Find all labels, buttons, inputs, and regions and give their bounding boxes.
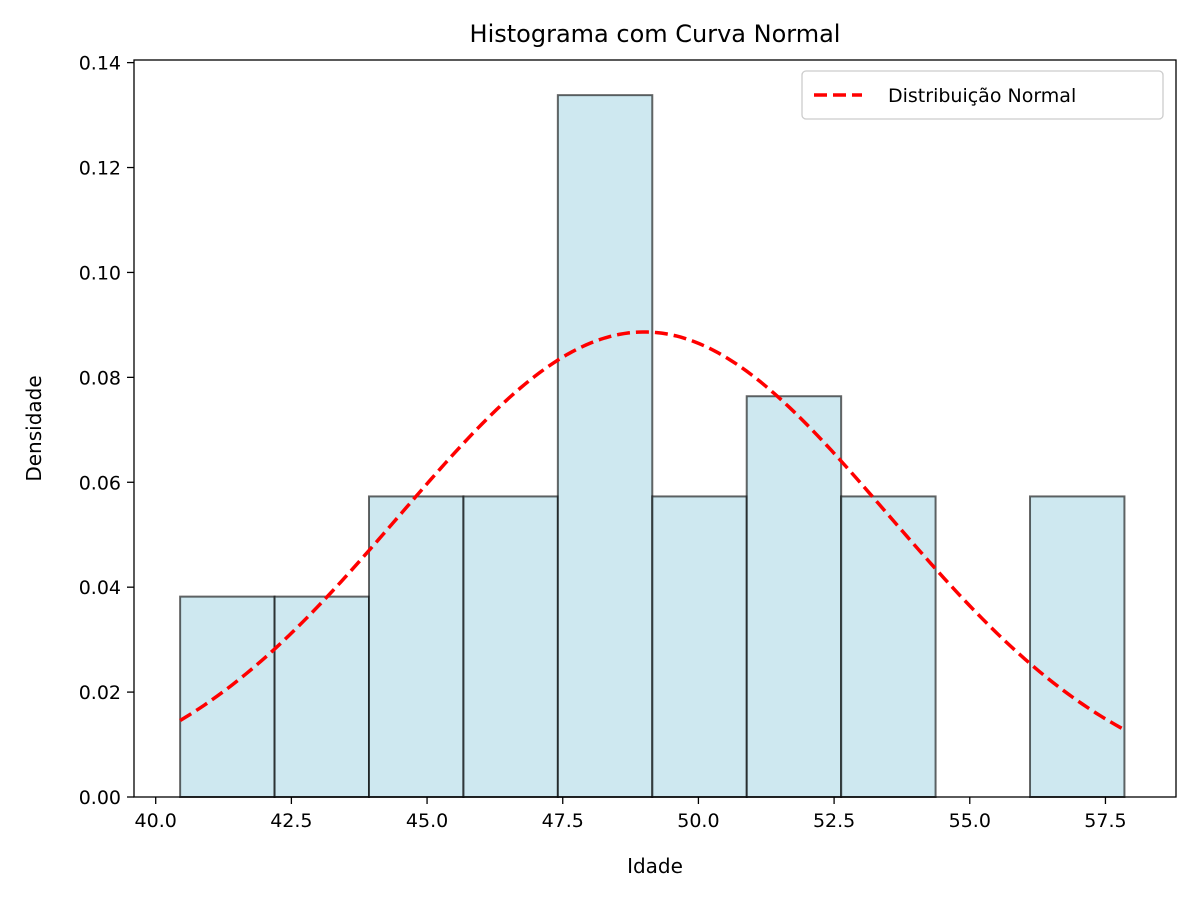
x-tick-label: 57.5	[1084, 810, 1126, 832]
x-tick-label: 42.5	[270, 810, 312, 832]
y-tick-label: 0.04	[79, 577, 121, 599]
axes-frame	[133, 59, 1177, 798]
normal-distribution-curve	[179, 330, 1126, 732]
y-tick-label: 0.08	[79, 367, 121, 389]
x-tick-label: 52.5	[813, 810, 855, 832]
y-axis-label: Densidade	[22, 375, 46, 481]
histogram-bar	[179, 595, 276, 798]
y-tick-label: 0.14	[79, 53, 121, 75]
x-tick-label: 40.0	[135, 810, 177, 832]
legend-label: Distribuição Normal	[888, 85, 1076, 107]
y-tick-label: 0.12	[79, 158, 121, 180]
x-axis-label: Idade	[627, 854, 683, 878]
y-tick-label: 0.06	[79, 472, 121, 494]
y-axis-ticks: 0.00 0.02 0.04 0.06 0.08 0.10 0.12 0.14	[79, 53, 134, 809]
y-tick-label: 0.00	[79, 787, 121, 809]
legend-box	[801, 70, 1164, 120]
y-tick-label: 0.10	[79, 262, 121, 284]
x-tick-label: 47.5	[542, 810, 584, 832]
histogram-bar	[462, 495, 559, 798]
histogram-bar	[273, 595, 370, 798]
histogram-bar	[745, 395, 843, 798]
histogram-bar	[840, 495, 937, 798]
histogram-bar	[556, 94, 654, 798]
histogram-bars	[179, 94, 1126, 798]
x-tick-label: 50.0	[677, 810, 719, 832]
histogram-bar	[651, 495, 748, 798]
histogram-bar	[367, 495, 465, 798]
histogram-bar	[1029, 495, 1126, 798]
x-tick-label: 45.0	[406, 810, 448, 832]
y-tick-label: 0.02	[79, 682, 121, 704]
x-tick-label: 55.0	[949, 810, 991, 832]
legend: Distribuição Normal	[801, 70, 1164, 120]
normal-curve-layer	[179, 330, 1126, 732]
chart-title: Histograma com Curva Normal	[470, 20, 841, 48]
x-axis-ticks: 40.0 42.5 45.0 47.5 50.0 52.5 55.0 57.5	[135, 797, 1127, 832]
